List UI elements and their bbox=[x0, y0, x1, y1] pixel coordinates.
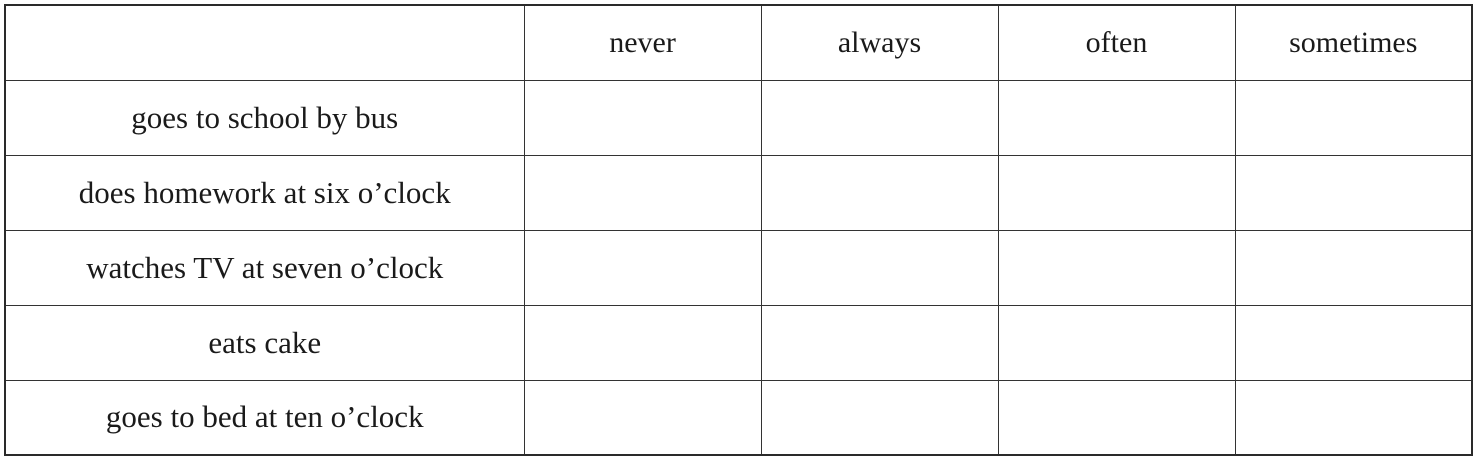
header-sometimes: sometimes bbox=[1234, 4, 1473, 81]
header-often: often bbox=[997, 4, 1236, 81]
header-row: never always often sometimes bbox=[4, 4, 1473, 81]
answer-cell-often[interactable] bbox=[997, 229, 1236, 306]
answer-cell-sometimes[interactable] bbox=[1234, 304, 1473, 381]
answer-cell-often[interactable] bbox=[997, 154, 1236, 231]
table-row: does homework at six o’clock bbox=[4, 154, 1473, 231]
answer-cell-always[interactable] bbox=[760, 154, 999, 231]
activity-label: does homework at six o’clock bbox=[4, 154, 525, 231]
answer-cell-never[interactable] bbox=[523, 379, 762, 456]
answer-cell-always[interactable] bbox=[760, 379, 999, 456]
answer-cell-sometimes[interactable] bbox=[1234, 79, 1473, 156]
answer-cell-always[interactable] bbox=[760, 79, 999, 156]
header-always: always bbox=[760, 4, 999, 81]
frequency-table: never always often sometimes goes to sch… bbox=[4, 4, 1473, 456]
header-blank bbox=[4, 4, 525, 81]
answer-cell-never[interactable] bbox=[523, 304, 762, 381]
table-row: goes to bed at ten o’clock bbox=[4, 379, 1473, 456]
header-never: never bbox=[523, 4, 762, 81]
answer-cell-sometimes[interactable] bbox=[1234, 229, 1473, 306]
answer-cell-sometimes[interactable] bbox=[1234, 379, 1473, 456]
table-row: eats cake bbox=[4, 304, 1473, 381]
answer-cell-often[interactable] bbox=[997, 79, 1236, 156]
answer-cell-sometimes[interactable] bbox=[1234, 154, 1473, 231]
activity-label: goes to school by bus bbox=[4, 79, 525, 156]
answer-cell-never[interactable] bbox=[523, 79, 762, 156]
activity-label: eats cake bbox=[4, 304, 525, 381]
table-row: goes to school by bus bbox=[4, 79, 1473, 156]
answer-cell-often[interactable] bbox=[997, 304, 1236, 381]
answer-cell-always[interactable] bbox=[760, 229, 999, 306]
activity-label: watches TV at seven o’clock bbox=[4, 229, 525, 306]
table-row: watches TV at seven o’clock bbox=[4, 229, 1473, 306]
answer-cell-never[interactable] bbox=[523, 229, 762, 306]
answer-cell-never[interactable] bbox=[523, 154, 762, 231]
activity-label: goes to bed at ten o’clock bbox=[4, 379, 525, 456]
answer-cell-always[interactable] bbox=[760, 304, 999, 381]
answer-cell-often[interactable] bbox=[997, 379, 1236, 456]
